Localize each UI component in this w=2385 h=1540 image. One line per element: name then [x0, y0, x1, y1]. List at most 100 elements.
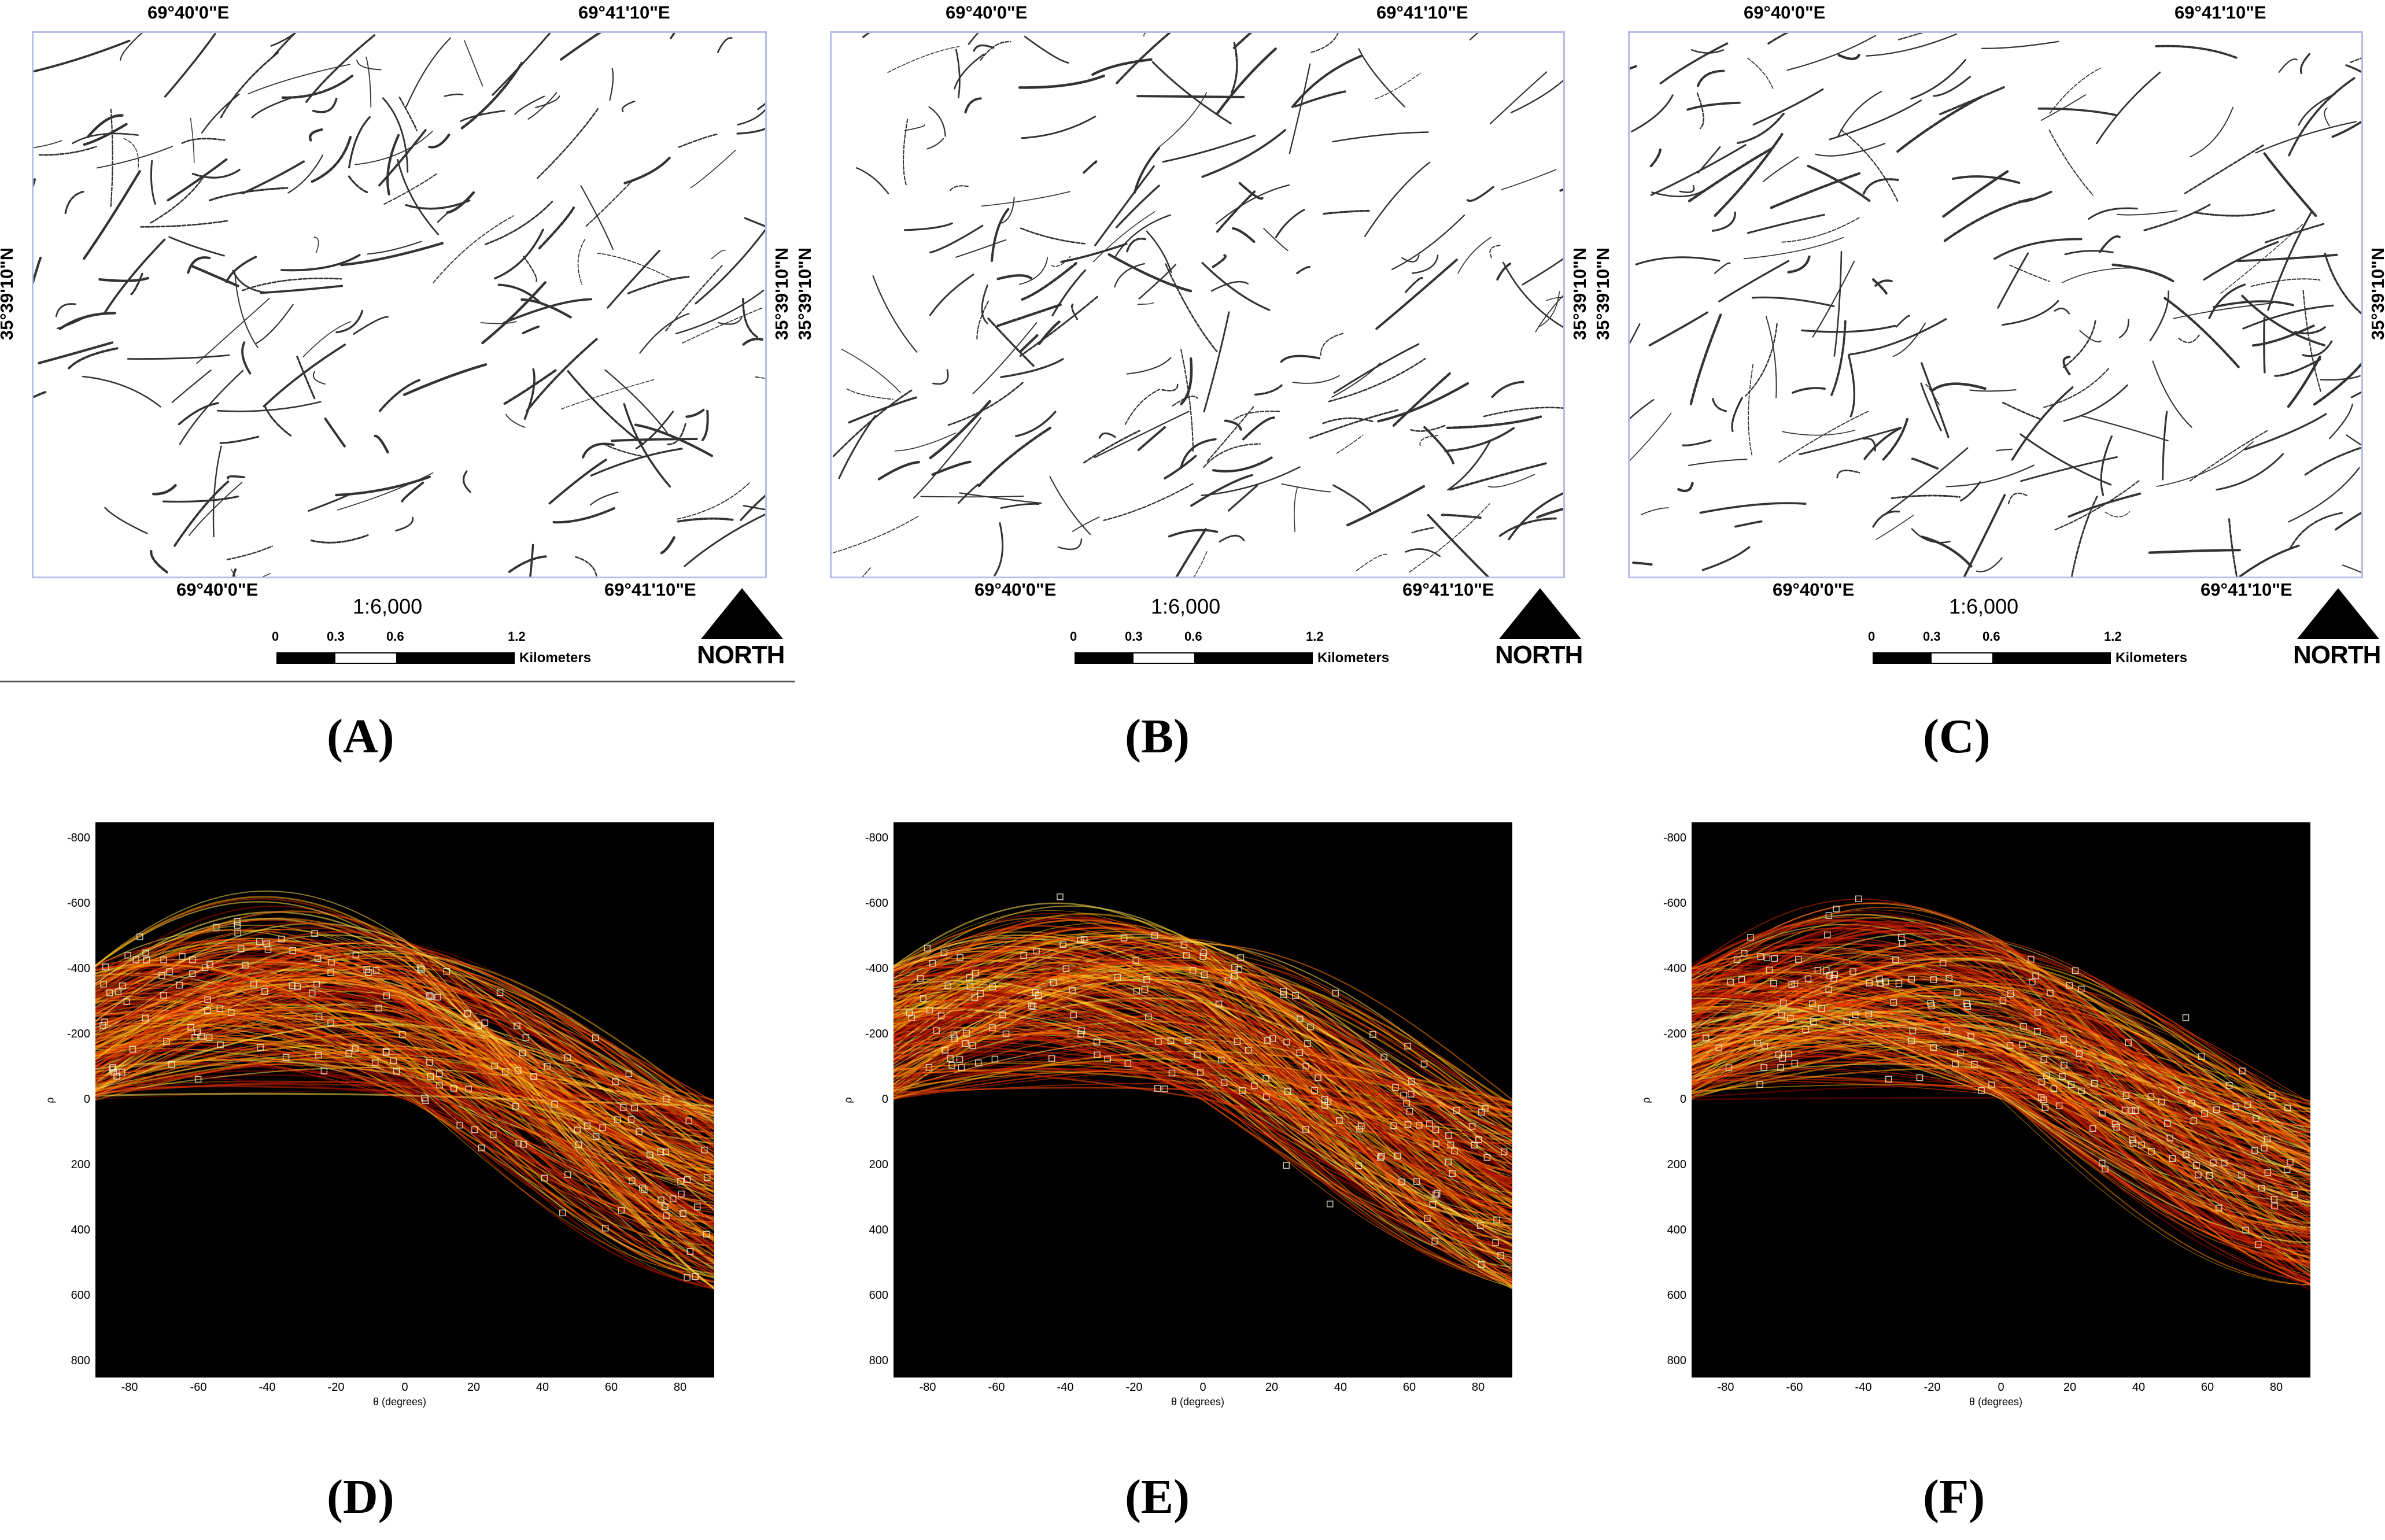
- x-axis-title: θ (degrees): [1171, 1396, 1225, 1408]
- scale-tick-2: 0.6: [1982, 629, 2000, 644]
- y-tick-label: -400: [1663, 962, 1686, 975]
- y-tick-label: 800: [71, 1354, 90, 1367]
- x-tick-label: 80: [2269, 1381, 2283, 1394]
- top-longitude-left: 69°40'0"E: [946, 2, 1028, 23]
- top-longitude-left: 69°40'0"E: [1744, 2, 1826, 23]
- x-tick-label: 0: [401, 1381, 408, 1394]
- x-axis-title: θ (degrees): [1969, 1396, 2023, 1408]
- latitude-left: 35°39'10"N: [0, 247, 17, 341]
- scale-bar: [276, 652, 515, 664]
- y-axis-title: ρ: [44, 1097, 56, 1103]
- x-tick-label: 80: [1471, 1381, 1485, 1394]
- lineament-drawing: [34, 33, 765, 577]
- lineament-map: [1628, 31, 2363, 578]
- x-tick-label: 0: [1199, 1381, 1206, 1394]
- hough-accumulator: [95, 890, 714, 1290]
- panel-label: (F): [1923, 1470, 1985, 1524]
- hough-panel-2: -800 -600 -400 -200 0 200 400 600 800 -80 -60 -40 -2…: [798, 810, 1590, 1538]
- latitude-right: 35°39'10"N: [2368, 247, 2385, 341]
- x-tick-label: -40: [1057, 1381, 1074, 1394]
- y-tick-label: 0: [83, 1093, 90, 1106]
- y-tick-label: -800: [67, 832, 90, 844]
- y-tick-label: 600: [1667, 1289, 1686, 1302]
- x-tick-label: 40: [1334, 1381, 1347, 1394]
- north-arrow-icon: [701, 588, 783, 639]
- y-tick-label: -600: [865, 897, 888, 910]
- hough-accumulator: [894, 893, 1512, 1290]
- y-axis-title: ρ: [1640, 1097, 1652, 1103]
- scale-unit: Kilometers: [1317, 650, 1390, 666]
- scale-tick-0: 0: [1868, 629, 1875, 644]
- map-panel-1: 69°40'0"E 69°41'10"E 35°39'10"N 35°39'10…: [0, 0, 792, 763]
- panel-label: (A): [327, 710, 394, 763]
- x-tick-label: 40: [536, 1381, 549, 1394]
- y-tick-label: 0: [881, 1093, 888, 1106]
- x-tick-label: 0: [1998, 1381, 2004, 1394]
- y-tick-label: -400: [67, 962, 90, 975]
- y-axis-title: ρ: [842, 1097, 854, 1103]
- scale-bar: [1075, 652, 1313, 664]
- lineament-drawing: [832, 33, 1563, 577]
- y-tick-label: -800: [865, 832, 888, 844]
- latitude-left: 35°39'10"N: [795, 247, 815, 341]
- y-tick-label: 600: [869, 1289, 888, 1302]
- x-tick-label: 40: [2132, 1381, 2146, 1394]
- x-tick-label: -60: [190, 1381, 207, 1394]
- latitude-right: 35°39'10"N: [1570, 247, 1590, 341]
- scale-tick-2: 0.6: [1184, 629, 1202, 644]
- y-tick-label: -600: [1663, 897, 1686, 910]
- hough-panel-3: -800 -600 -400 -200 0 200 400 600 800 -80 -60 -40 -2…: [1596, 810, 2385, 1538]
- scale-tick-0: 0: [272, 629, 279, 644]
- hough-plot: [95, 822, 714, 1377]
- scale-tick-1: 0.3: [1923, 629, 1941, 644]
- y-tick-label: 0: [1679, 1093, 1686, 1106]
- y-tick-label: -200: [67, 1028, 90, 1040]
- x-tick-label: -20: [327, 1381, 345, 1394]
- map-scale: 1:6,000: [1949, 594, 2019, 618]
- y-tick-label: 800: [1667, 1354, 1686, 1367]
- y-tick-label: -800: [1663, 832, 1686, 844]
- y-tick-label: 800: [869, 1354, 888, 1367]
- panel-label: (E): [1125, 1470, 1190, 1524]
- lineament-map: [32, 31, 767, 578]
- y-tick-label: -400: [865, 962, 888, 975]
- x-tick-label: -80: [1717, 1381, 1734, 1394]
- latitude-left: 35°39'10"N: [1593, 247, 1614, 341]
- map-scale: 1:6,000: [1151, 594, 1221, 618]
- bottom-longitude-right: 69°41'10"E: [1402, 579, 1494, 600]
- scale-tick-1: 0.3: [327, 629, 345, 644]
- map-panel-2: 69°40'0"E 69°41'10"E 35°39'10"N 35°39'10…: [795, 0, 1590, 763]
- panel-label: (C): [1923, 710, 1991, 763]
- x-tick-label: 20: [1265, 1381, 1279, 1394]
- scale-unit: Kilometers: [519, 650, 592, 666]
- panel-label: (B): [1125, 710, 1190, 763]
- x-tick-label: 20: [2063, 1381, 2077, 1394]
- separator-line: [0, 681, 795, 682]
- x-tick-label: -40: [259, 1381, 276, 1394]
- x-tick-label: -20: [1125, 1381, 1143, 1394]
- scale-tick-1: 0.3: [1125, 629, 1143, 644]
- scale-tick-3: 1.2: [2104, 629, 2122, 644]
- x-tick-label: -20: [1923, 1381, 1941, 1394]
- map-scale: 1:6,000: [353, 594, 423, 618]
- bottom-longitude-right: 69°41'10"E: [604, 579, 696, 600]
- x-tick-label: 60: [2201, 1381, 2214, 1394]
- north-arrow-icon: [2297, 588, 2379, 639]
- north-label: NORTH: [2293, 641, 2381, 669]
- top-longitude-left: 69°40'0"E: [147, 2, 230, 23]
- hough-plot: [894, 822, 1512, 1377]
- top-longitude-right: 69°41'10"E: [2174, 2, 2266, 23]
- y-tick-label: -200: [865, 1028, 888, 1040]
- scale-tick-3: 1.2: [508, 629, 526, 644]
- x-axis-title: θ (degrees): [373, 1396, 427, 1408]
- x-tick-label: 60: [604, 1381, 618, 1394]
- hough-accumulator: [1692, 895, 2310, 1291]
- bottom-longitude-left: 69°40'0"E: [974, 579, 1057, 600]
- scale-tick-0: 0: [1070, 629, 1077, 644]
- x-tick-label: 60: [1402, 1381, 1416, 1394]
- y-tick-label: 400: [1667, 1224, 1686, 1236]
- x-tick-label: 20: [467, 1381, 481, 1394]
- top-longitude-right: 69°41'10"E: [1376, 2, 1468, 23]
- hough-panel-1: -800 -600 -400 -200 0 200 400 600 800 -80 -60 -40 -2…: [0, 810, 792, 1538]
- scale-bar: [1873, 652, 2111, 664]
